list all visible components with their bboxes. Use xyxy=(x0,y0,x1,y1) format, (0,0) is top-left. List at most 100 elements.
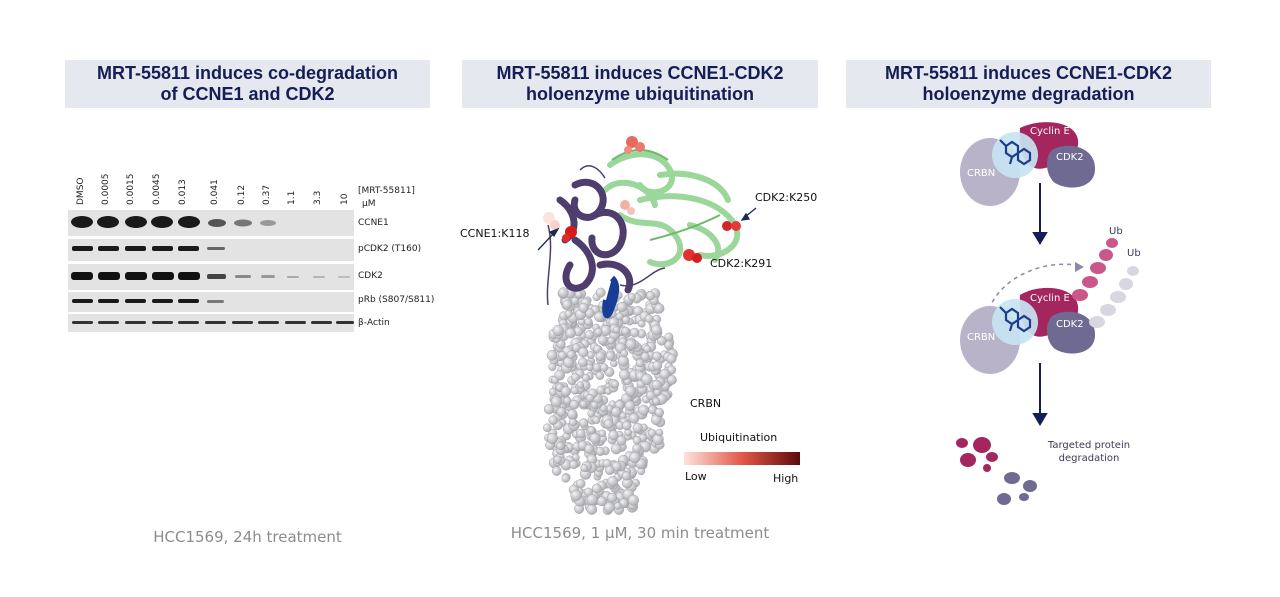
ccne1-ribbon xyxy=(556,178,634,294)
crbn-sphere xyxy=(574,308,587,321)
crbn-sphere xyxy=(570,383,581,394)
crbn-sphere xyxy=(618,455,631,467)
crbn-sphere xyxy=(619,412,627,420)
crbn-sphere xyxy=(560,362,573,374)
crbn-sphere xyxy=(595,487,604,496)
crbn-sphere xyxy=(648,405,657,415)
crbn-sphere xyxy=(595,311,607,323)
crbn-sphere xyxy=(632,386,644,398)
crbn-sphere xyxy=(557,395,566,405)
crbn-sphere xyxy=(552,442,563,453)
crbn-sphere xyxy=(659,368,671,380)
crbn-sphere xyxy=(626,471,635,480)
crbn-sphere xyxy=(624,428,633,437)
crbn-sphere xyxy=(649,288,661,299)
crbn-sphere xyxy=(571,430,581,439)
crbn-sphere xyxy=(626,501,638,513)
crbn-sphere xyxy=(558,436,567,445)
crbn-sphere xyxy=(589,332,598,341)
crbn-sphere xyxy=(593,344,602,354)
crbn-sphere xyxy=(597,349,607,359)
crbn-sphere xyxy=(599,324,609,334)
crbn-sphere xyxy=(549,392,561,404)
crbn-sphere xyxy=(559,311,569,321)
crbn-sphere xyxy=(652,433,664,446)
crbn-sphere xyxy=(605,386,613,394)
crbn-sphere xyxy=(585,501,596,513)
crbn-sphere xyxy=(562,299,573,310)
crbn-sphere xyxy=(576,362,585,371)
crbn-sphere xyxy=(617,332,628,343)
crbn-sphere xyxy=(558,323,569,335)
crbn-sphere xyxy=(568,363,577,372)
crbn-sphere xyxy=(595,407,606,418)
crbn-sphere xyxy=(565,327,576,339)
crbn-sphere xyxy=(663,377,674,387)
crbn-sphere xyxy=(607,410,615,419)
crbn-sphere xyxy=(564,309,573,318)
unit-label: µM xyxy=(362,199,376,209)
crbn-sphere xyxy=(607,379,617,388)
crbn-sphere xyxy=(607,337,618,348)
crbn-sphere xyxy=(618,456,629,467)
crbn-sphere xyxy=(580,464,589,472)
crbn-sphere xyxy=(591,365,602,376)
crbn-sphere xyxy=(600,407,612,419)
crbn-sphere xyxy=(587,444,599,456)
crbn-sphere xyxy=(580,339,590,349)
crbn-sphere xyxy=(644,361,655,372)
panel3-title-line2: holoenzyme degradation xyxy=(922,84,1135,104)
conc-label: 0.041 xyxy=(210,179,220,205)
crbn-sphere xyxy=(652,397,661,406)
site-label-cdk2-k291: CDK2:K291 xyxy=(710,257,773,270)
crbn-sphere xyxy=(580,297,591,309)
crbn-sphere xyxy=(602,320,612,330)
crbn-sphere xyxy=(579,418,589,428)
crbn-sphere xyxy=(650,320,660,331)
crbn-sphere xyxy=(636,291,646,301)
crbn-sphere xyxy=(618,416,628,426)
crbn-sphere xyxy=(572,395,583,406)
crbn-sphere xyxy=(592,416,601,424)
crbn-sphere xyxy=(580,466,590,477)
crbn-sphere xyxy=(631,395,640,403)
crbn-sphere xyxy=(640,345,652,357)
crbn-sphere xyxy=(591,483,602,494)
crbn-sphere xyxy=(579,331,587,340)
crbn-sphere xyxy=(592,323,600,332)
crbn-sphere xyxy=(628,389,638,399)
crbn-sphere xyxy=(560,394,570,404)
crbn-sphere xyxy=(639,441,651,453)
crbn-sphere xyxy=(621,306,630,315)
crbn-sphere xyxy=(555,452,565,462)
crbn-sphere xyxy=(561,445,569,454)
crbn-sphere xyxy=(624,432,632,441)
crbn-sphere xyxy=(563,353,571,362)
crbn-sphere xyxy=(564,348,573,357)
crbn-sphere xyxy=(654,369,665,381)
crbn-sphere xyxy=(617,355,629,367)
crbn-sphere xyxy=(649,295,659,306)
conc-label: 0.37 xyxy=(262,184,272,205)
crbn-sphere xyxy=(631,448,640,457)
crbn-sphere xyxy=(587,409,596,418)
crbn-sphere xyxy=(626,337,637,348)
crbn-sphere xyxy=(617,492,629,503)
crbn-sphere xyxy=(565,316,578,328)
crbn-sphere xyxy=(660,350,669,359)
crbn-sphere xyxy=(549,416,559,426)
panel1-title-line2: of CCNE1 and CDK2 xyxy=(160,84,335,104)
crbn-sphere xyxy=(656,397,665,406)
crbn-sphere xyxy=(643,427,654,437)
outcome-line1: Targeted protein xyxy=(1047,440,1131,451)
crbn-sphere xyxy=(648,318,657,327)
crbn-sphere xyxy=(611,380,620,389)
crbn-sphere xyxy=(595,371,605,380)
crbn-sphere xyxy=(598,395,609,405)
crbn-sphere xyxy=(600,408,608,416)
crbn-sphere xyxy=(568,418,577,427)
crbn-sphere xyxy=(655,376,666,387)
crbn-sphere xyxy=(640,308,651,318)
crbn-sphere xyxy=(620,349,629,358)
crbn-sphere xyxy=(587,304,596,313)
